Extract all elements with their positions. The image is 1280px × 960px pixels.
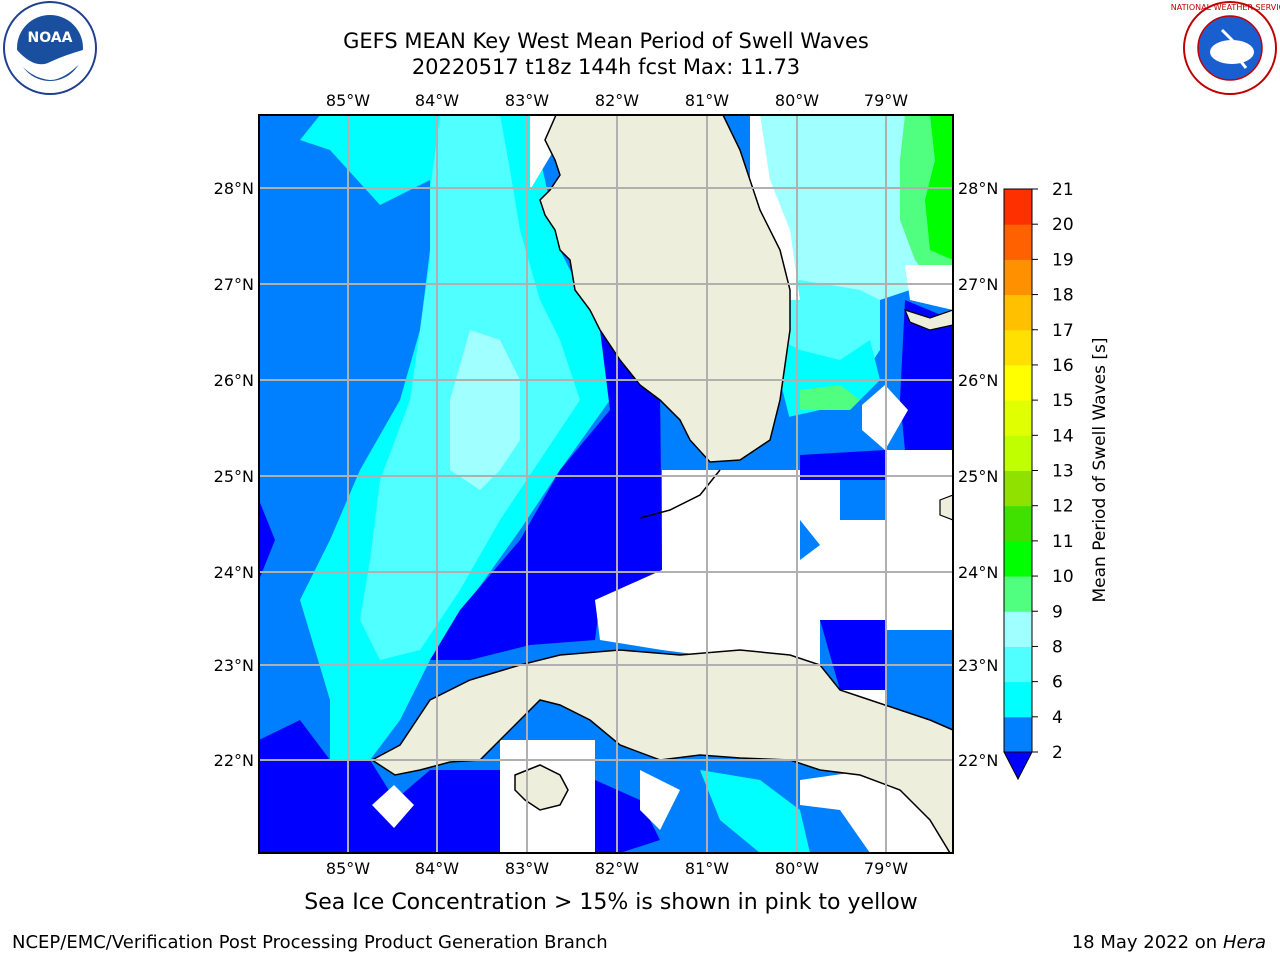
- lat-label: 27°N: [958, 275, 998, 294]
- colorbar-segment: [1004, 259, 1032, 296]
- noaa-logo: NOAA: [3, 1, 97, 95]
- colorbar-segment: [1004, 364, 1032, 401]
- footer-date: 18 May 2022 on Hera: [1072, 932, 1266, 953]
- colorbar-extend-triangle: [1003, 751, 1033, 781]
- gridlines: [259, 115, 953, 853]
- chart-title-line1: GEFS MEAN Key West Mean Period of Swell …: [343, 29, 869, 53]
- colorbar-tick-label: 17: [1052, 321, 1074, 341]
- lon-label: 81°W: [685, 859, 729, 878]
- colorbar-tick-label: 9: [1052, 602, 1063, 622]
- lat-label: 23°N: [958, 656, 998, 675]
- colorbar-tick-label: 2: [1052, 743, 1063, 763]
- colorbar-tick-label: 19: [1052, 250, 1074, 270]
- lat-labels-right: 28°N 27°N 26°N 25°N 24°N 23°N 22°N: [958, 179, 998, 770]
- colorbar-segment: [1004, 505, 1032, 542]
- colorbar-segment: [1004, 646, 1032, 683]
- lat-label: 26°N: [214, 371, 254, 390]
- chart-title-line2: 20220517 t18z 144h fcst Max: 11.73: [411, 55, 801, 79]
- svg-text:NATIONAL WEATHER SERVICE: NATIONAL WEATHER SERVICE: [1171, 3, 1280, 12]
- colorbar-tick-label: 20: [1052, 215, 1074, 235]
- colorbar-tick-label: 4: [1052, 708, 1063, 728]
- nws-logo: NATIONAL WEATHER SERVICE: [1171, 1, 1280, 95]
- colorbar-tick-label: 8: [1052, 637, 1063, 657]
- colorbar: 2 4 6 8 9 10 11 12 13 14 15 16 17 18 19 20 21: [1003, 180, 1074, 781]
- colorbar-tick-label: 16: [1052, 356, 1074, 376]
- lon-labels-bottom: 85°W 84°W 83°W 82°W 81°W 80°W 79°W: [326, 859, 908, 878]
- swell-period-field: [259, 115, 953, 853]
- colorbar-segment: [1004, 329, 1032, 366]
- lat-label: 24°N: [958, 563, 998, 582]
- lat-label: 28°N: [214, 179, 254, 198]
- sea-ice-note: Sea Ice Concentration > 15% is shown in …: [304, 890, 918, 915]
- lon-label: 84°W: [415, 91, 459, 110]
- colorbar-label: Mean Period of Swell Waves [s]: [1090, 338, 1110, 603]
- lon-label: 80°W: [775, 91, 819, 110]
- lat-label: 22°N: [214, 751, 254, 770]
- lat-label: 27°N: [214, 275, 254, 294]
- colorbar-segment: [1004, 470, 1032, 507]
- colorbar-segment: [1004, 435, 1032, 471]
- lon-label: 80°W: [775, 859, 819, 878]
- map-frame: [258, 114, 954, 854]
- lat-label: 23°N: [214, 656, 254, 675]
- lat-label: 24°N: [214, 563, 254, 582]
- lon-label: 79°W: [864, 91, 908, 110]
- lat-labels-left: 28°N 27°N 26°N 25°N 24°N 23°N 22°N: [214, 179, 254, 770]
- lon-label: 79°W: [864, 859, 908, 878]
- colorbar-segment: [1004, 294, 1032, 331]
- lat-label: 26°N: [958, 371, 998, 390]
- colorbar-tick-label: 11: [1052, 532, 1074, 552]
- colorbar-tick-label: 12: [1052, 497, 1074, 517]
- colorbar-tick-label: 18: [1052, 286, 1074, 306]
- lon-label: 85°W: [326, 91, 370, 110]
- footer-machine: Hera: [1222, 932, 1266, 953]
- lon-label: 82°W: [595, 859, 639, 878]
- lon-labels-top: 85°W 84°W 83°W 82°W 81°W 80°W 79°W: [326, 91, 908, 110]
- colorbar-tick-label: 13: [1052, 462, 1074, 482]
- lon-label: 83°W: [505, 91, 549, 110]
- colorbar-tick-label: 21: [1052, 180, 1074, 200]
- lon-label: 81°W: [685, 91, 729, 110]
- colorbar-segment: [1004, 716, 1032, 753]
- lon-label: 83°W: [505, 859, 549, 878]
- colorbar-segment: [1004, 611, 1032, 647]
- lat-label: 22°N: [958, 751, 998, 770]
- colorbar-segment: [1004, 400, 1032, 436]
- svg-text:NOAA: NOAA: [28, 30, 73, 46]
- colorbar-tick-label: 14: [1052, 426, 1074, 446]
- colorbar-segment: [1004, 189, 1032, 225]
- colorbar-segment: [1004, 576, 1032, 612]
- lon-label: 84°W: [415, 859, 459, 878]
- lon-label: 85°W: [326, 859, 370, 878]
- colorbar-segment: [1004, 681, 1032, 718]
- colorbar-segment: [1004, 224, 1032, 260]
- lat-label: 25°N: [214, 467, 254, 486]
- lat-label: 25°N: [958, 467, 998, 486]
- colorbar-tick-label: 10: [1052, 567, 1074, 587]
- colorbar-tick-label: 15: [1052, 391, 1074, 411]
- colorbar-tick-label: 6: [1052, 673, 1063, 693]
- footer-date-text: 18 May 2022 on: [1071, 932, 1218, 953]
- footer-credit: NCEP/EMC/Verification Post Processing Pr…: [12, 932, 608, 953]
- lon-label: 82°W: [595, 91, 639, 110]
- colorbar-segment: [1004, 540, 1032, 577]
- lat-label: 28°N: [958, 179, 998, 198]
